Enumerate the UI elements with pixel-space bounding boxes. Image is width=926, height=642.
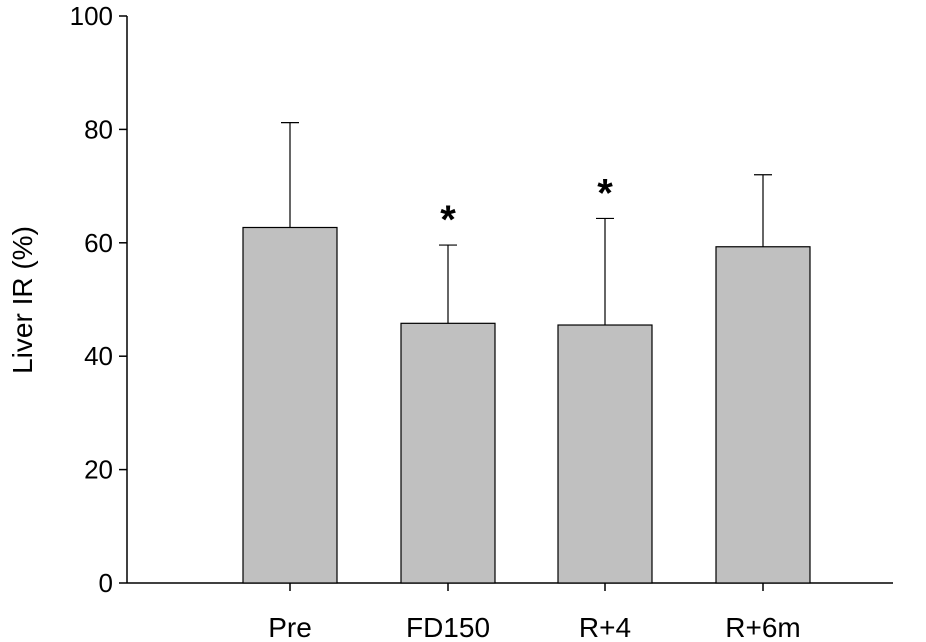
error-bars — [281, 121, 772, 326]
y-axis: 0 20 40 60 80 100 — [70, 1, 128, 598]
bar — [242, 226, 338, 584]
y-tick-label: 60 — [84, 228, 113, 258]
y-tick-label: 100 — [70, 1, 113, 31]
bar — [557, 324, 653, 584]
x-tick-label: Pre — [268, 612, 312, 642]
y-tick-label: 40 — [84, 341, 113, 371]
significance-asterisk: * — [597, 171, 613, 215]
x-tick-label: R+6m — [725, 612, 800, 642]
y-tick-label: 20 — [84, 455, 113, 485]
significance-markers: ** — [440, 171, 613, 242]
x-tick-label: R+4 — [579, 612, 631, 642]
bar — [400, 322, 496, 584]
y-tick-label: 0 — [99, 568, 113, 598]
y-axis-label: Liver IR (%) — [7, 226, 38, 374]
x-axis: Pre FD150 R+4 R+6m — [127, 582, 893, 642]
significance-asterisk: * — [440, 198, 456, 242]
bar — [715, 246, 811, 584]
x-tick-label: FD150 — [406, 612, 490, 642]
bars — [242, 226, 811, 584]
y-tick-label: 80 — [84, 114, 113, 144]
